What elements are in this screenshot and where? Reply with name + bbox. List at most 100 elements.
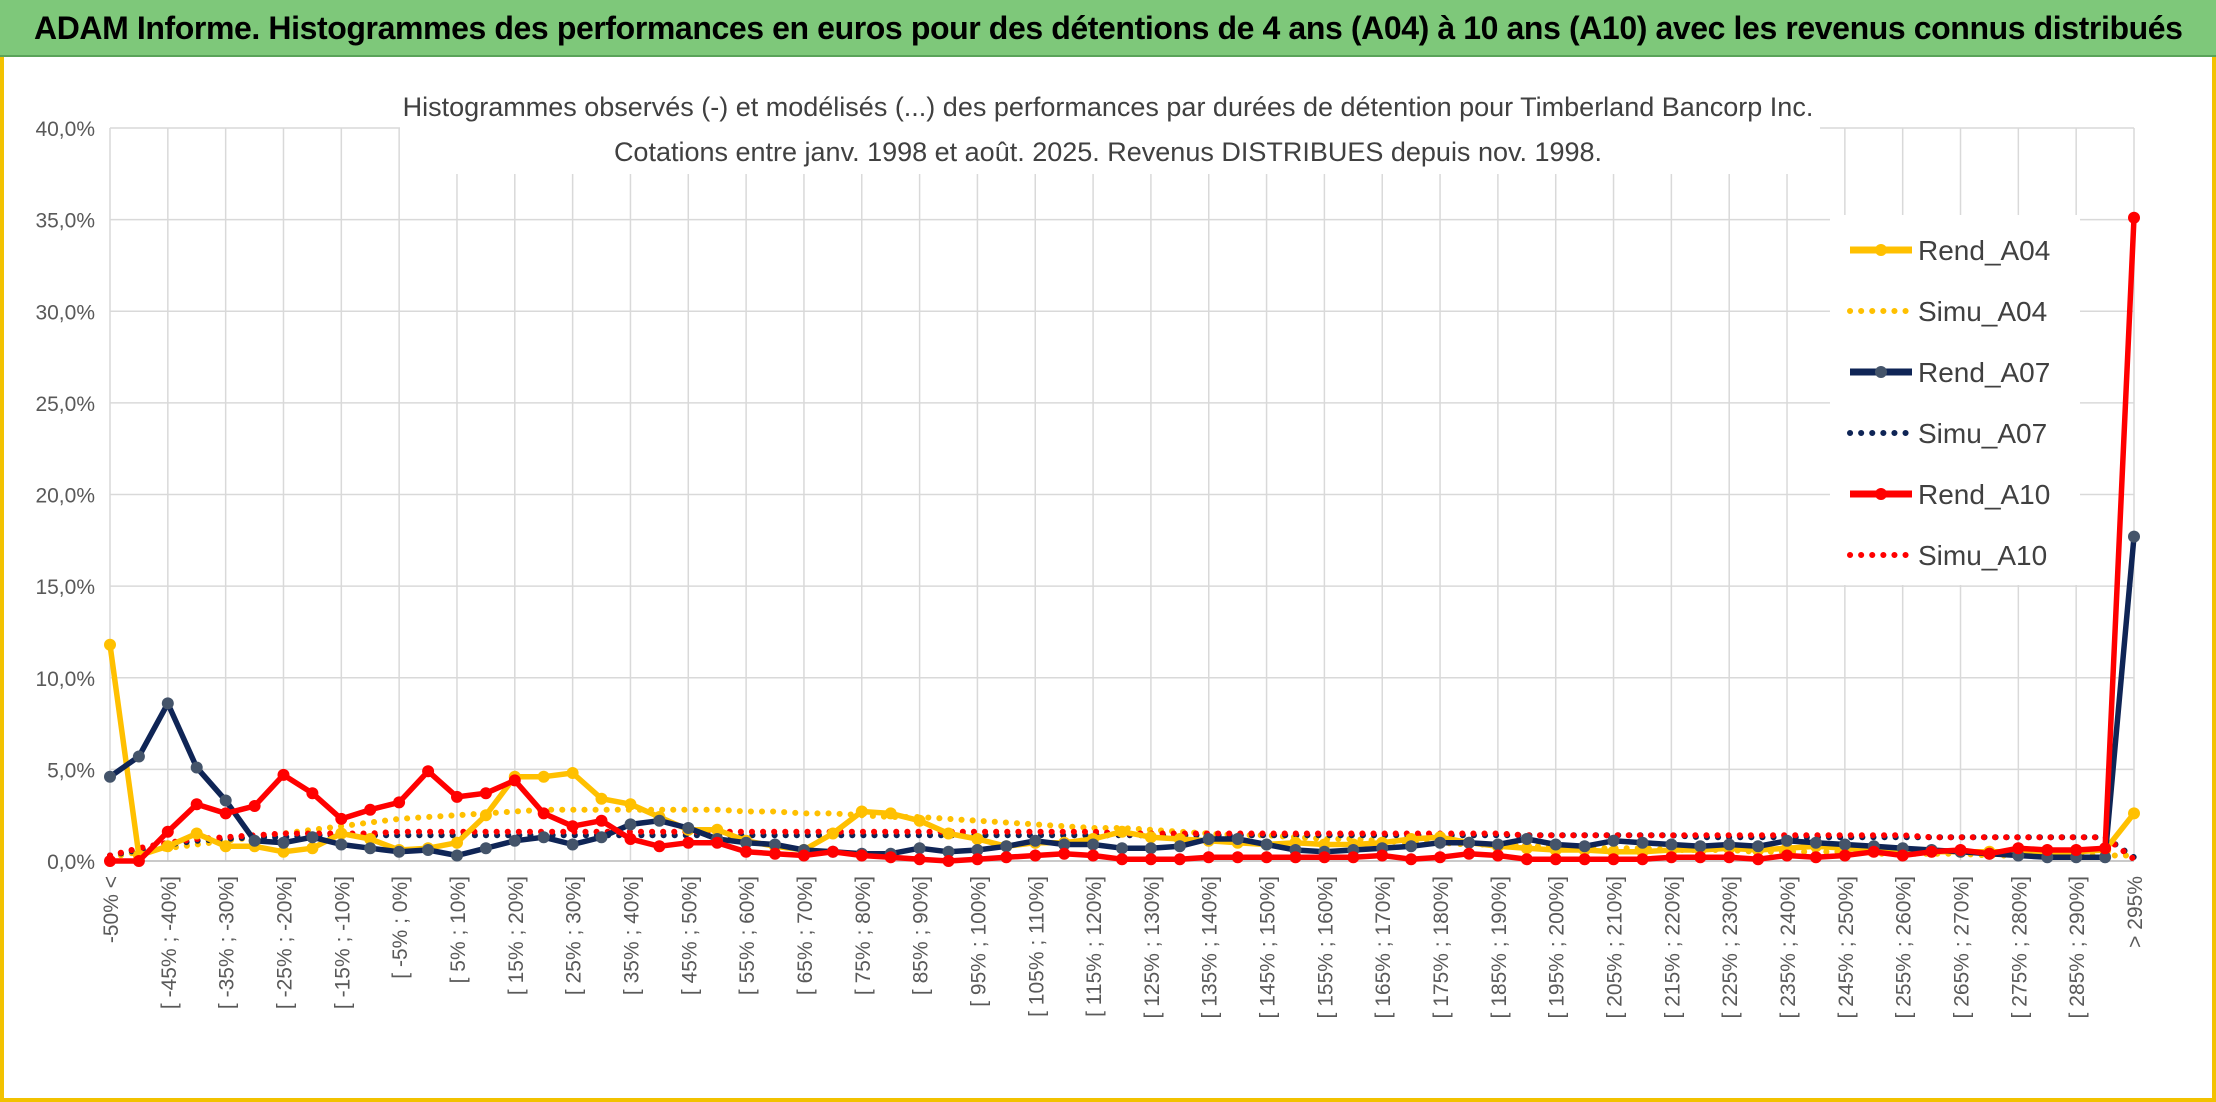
data-point-rend-a07 [942,845,955,858]
data-point-rend-a04 [2128,807,2140,820]
data-point-rend-a07 [1607,834,1620,847]
x-tick-label: [ 25% ; 30%] [563,876,586,995]
data-point-rend-a10 [1925,845,1938,858]
data-point-rend-a10 [1520,853,1533,866]
data-point-rend-a07 [2099,851,2112,864]
data-point-rend-a07 [451,849,463,862]
data-point-rend-a10 [1809,851,1822,864]
data-point-rend-a07 [1144,842,1157,855]
x-tick-label: [ 15% ; 20%] [505,876,528,995]
legend-label-rend-a10: Rend_A10 [1918,479,2050,510]
data-point-rend-a10 [884,851,897,864]
data-point-rend-a07 [1000,840,1013,853]
data-point-rend-a04 [884,807,897,820]
data-point-rend-a07 [1694,840,1707,853]
data-point-rend-a10 [1607,853,1620,866]
x-tick-label: -50% < [100,876,123,943]
data-point-rend-a10 [2012,842,2025,855]
data-point-rend-a10 [624,833,637,845]
data-point-rend-a10 [942,855,955,867]
data-point-rend-a04 [479,809,492,822]
data-point-rend-a04 [942,827,955,840]
data-point-rend-a07 [1029,834,1042,847]
x-tick-label: [ 75% ; 80%] [852,876,875,995]
data-point-rend-a10 [2070,844,2083,856]
y-tick-label: 20,0% [35,485,95,508]
data-point-rend-a10 [1029,849,1042,862]
data-point-rend-a10 [219,807,232,820]
x-tick-label: [ 225% ; 230%] [1719,876,1742,1018]
data-point-rend-a07 [653,814,666,827]
data-point-rend-a10 [364,803,377,816]
data-point-rend-a04 [1520,842,1533,855]
x-tick-label: [ 205% ; 210%] [1604,876,1627,1018]
data-point-rend-a10 [826,845,839,858]
data-point-rend-a10 [1116,853,1128,866]
data-point-rend-a04 [306,842,319,855]
data-point-rend-a10 [711,836,724,849]
data-point-rend-a10 [161,825,174,838]
data-point-rend-a10 [566,820,579,833]
data-point-rend-a07 [1173,840,1186,853]
data-point-rend-a07 [306,831,319,844]
data-point-rend-a10 [1723,851,1736,864]
data-point-rend-a07 [1781,834,1793,847]
data-point-rend-a10 [104,855,116,867]
data-point-rend-a07 [219,794,232,807]
data-point-rend-a10 [1578,853,1591,866]
x-tick-label: [ 45% ; 50%] [678,876,701,995]
y-tick-label: 5,0% [47,759,95,782]
x-tick-label: [ 125% ; 130%] [1141,876,1164,1018]
data-point-rend-a07 [248,834,261,847]
x-tick-label: [ 285% ; 290%] [2066,876,2089,1018]
x-tick-label: [ -15% ; -10%] [331,876,354,1009]
data-point-rend-a10 [1983,847,1996,860]
y-axis-ticks: 0,0% 5,0% 10,0% 15,0% 20,0% 25,0% 30,0% 35,0% 40… [35,118,95,874]
x-tick-label: [ -5% ; 0%] [389,876,412,979]
y-tick-label: 0,0% [47,851,95,874]
data-point-rend-a10 [1058,847,1071,860]
x-tick-label: [ 55% ; 60%] [736,876,759,995]
legend-label-simu-a07: Simu_A07 [1918,418,2047,449]
data-point-rend-a10 [1202,851,1215,864]
data-point-rend-a10 [132,855,145,867]
data-point-rend-a07 [1058,838,1071,851]
data-point-rend-a07 [1491,838,1504,851]
chart-legend: Rend_A04 Simu_A04 Rend_A07 Simu_A07 Rend_A10… [1830,215,2080,585]
x-tick-label: [ 195% ; 200%] [1546,876,1569,1018]
data-point-rend-a04 [711,823,724,836]
data-point-rend-a04 [364,833,377,845]
data-point-rend-a10 [855,849,868,862]
x-tick-label: [ 95% ; 100%] [967,876,990,1007]
data-point-rend-a04 [190,827,203,840]
data-point-rend-a10 [1087,849,1100,862]
data-point-rend-a04 [826,827,839,840]
data-point-rend-a07 [566,838,579,851]
legend-label-simu-a10: Simu_A10 [1918,540,2047,571]
data-point-rend-a10 [537,807,550,820]
data-point-rend-a07 [508,834,521,847]
data-point-rend-a10 [913,853,926,866]
data-point-rend-a10 [682,836,695,849]
legend-marker-rend-a04 [1875,244,1887,256]
data-point-rend-a10 [190,798,203,811]
data-point-rend-a07 [1665,838,1678,851]
legend-marker-rend-a10 [1875,488,1887,500]
data-point-rend-a10 [479,787,492,800]
data-point-rend-a07 [1838,838,1851,851]
data-point-rend-a07 [537,831,550,844]
data-point-rend-a10 [797,849,810,862]
data-point-rend-a10 [1752,853,1765,866]
data-point-rend-a04 [1116,825,1128,838]
data-point-rend-a07 [277,836,290,849]
data-point-rend-a10 [335,812,348,825]
x-tick-label: [ 85% ; 90%] [910,876,933,995]
y-tick-label: 25,0% [35,393,95,416]
data-point-rend-a07 [1434,836,1447,849]
data-point-rend-a04 [624,798,637,811]
data-point-rend-a04 [335,827,348,840]
data-point-rend-a07 [1549,838,1562,851]
x-tick-label: [ 145% ; 150%] [1257,876,1280,1018]
data-point-rend-a10 [769,847,781,860]
